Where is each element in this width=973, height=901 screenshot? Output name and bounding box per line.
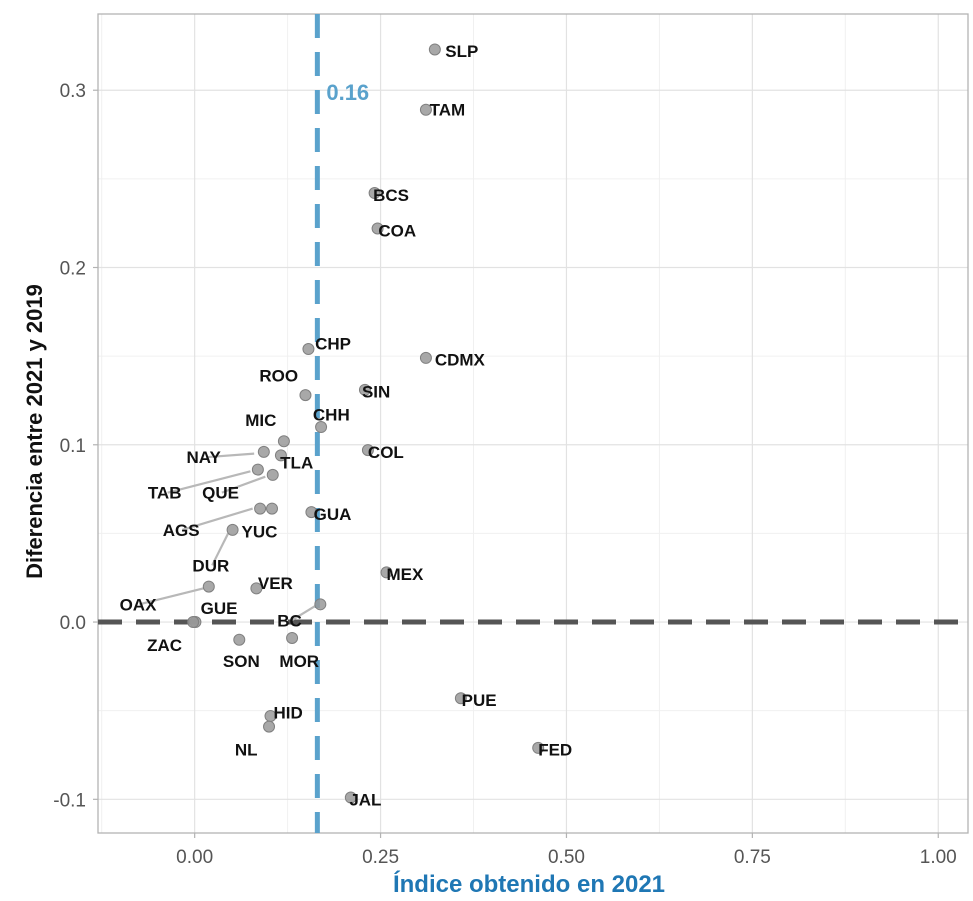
point-label-chh: CHH xyxy=(313,406,350,425)
x-tick-label: 0.50 xyxy=(548,847,585,868)
data-point-bcs xyxy=(368,187,381,200)
point-label-nl: NL xyxy=(235,741,258,760)
point-label-col: COL xyxy=(368,443,404,462)
y-tick-label: -0.1 xyxy=(53,790,86,811)
data-point-chp xyxy=(302,343,315,356)
panel-border xyxy=(97,13,969,834)
leader-lines xyxy=(139,452,316,622)
point-label-mex: MEX xyxy=(387,565,425,584)
point-label-pue: PUE xyxy=(462,691,497,710)
point-label-tam: TAM xyxy=(430,101,466,120)
data-point-nay xyxy=(257,445,270,458)
data-point-chh xyxy=(315,421,328,434)
x-axis-title: Índice obtenido en 2021 xyxy=(393,870,665,898)
point-label-tab: TAB xyxy=(148,484,182,503)
point-label-oax: OAX xyxy=(120,595,158,614)
point-label-cdmx: CDMX xyxy=(435,351,486,370)
data-point-pue xyxy=(454,692,467,705)
point-label-ags: AGS xyxy=(163,521,200,540)
data-point-son xyxy=(233,633,246,646)
y-tick-label: 0.0 xyxy=(60,613,86,634)
point-label-zac: ZAC xyxy=(147,636,182,655)
data-point-roo xyxy=(299,389,312,402)
point-label-que: QUE xyxy=(202,484,239,503)
data-point-tab xyxy=(251,463,264,476)
data-points xyxy=(187,43,545,804)
data-point-nl xyxy=(263,720,276,733)
data-point-dur xyxy=(226,523,239,536)
point-label-slp: SLP xyxy=(445,42,478,61)
data-point-col xyxy=(361,444,374,457)
data-point-cdmx xyxy=(419,351,432,364)
point-label-chp: CHP xyxy=(315,335,351,354)
leader-line-tab xyxy=(167,470,251,494)
x-tick-label: 0.00 xyxy=(176,847,213,868)
point-label-tla: TLA xyxy=(280,454,313,473)
x-tick-label: 0.25 xyxy=(362,847,399,868)
point-labels: SLP TAM BCS COA CDMX CHP SIN ROO CHH MIC COL NAY TLA… xyxy=(120,42,573,809)
point-label-mic: MIC xyxy=(245,411,276,430)
point-label-bcs: BCS xyxy=(373,186,409,205)
x-tick-label: 0.75 xyxy=(734,847,771,868)
data-point-bc xyxy=(314,598,327,611)
point-label-son: SON xyxy=(223,652,260,671)
point-label-hid: HID xyxy=(273,703,302,722)
point-label-gua: GUA xyxy=(314,505,352,524)
point-label-dur: DUR xyxy=(192,556,229,575)
data-point-fed xyxy=(532,741,545,754)
data-point-yuc xyxy=(266,502,278,515)
y-axis-title: Diferencia entre 2021 y 2019 xyxy=(22,284,47,579)
y-tick-label: 0.3 xyxy=(60,81,86,102)
reference-lines xyxy=(98,14,968,833)
data-point-gua xyxy=(305,506,318,519)
data-point-mor xyxy=(286,632,299,644)
y-axis-ticks: -0.1 0.0 0.1 0.2 0.3 xyxy=(53,81,98,811)
grid xyxy=(98,14,968,833)
x-axis-ticks: 0.00 0.25 0.50 0.75 1.00 xyxy=(176,833,957,868)
data-point-mex xyxy=(380,566,393,579)
data-point-zac xyxy=(187,616,200,629)
data-point-tla xyxy=(274,449,287,462)
data-point-ver xyxy=(250,582,263,595)
y-tick-label: 0.1 xyxy=(60,436,86,457)
data-point-slp xyxy=(428,43,441,56)
point-label-gue: GUE xyxy=(201,599,238,618)
x-tick-label: 1.00 xyxy=(920,847,957,868)
point-label-nay: NAY xyxy=(186,448,221,467)
data-point-sin xyxy=(358,383,371,396)
data-point-ags xyxy=(254,502,267,515)
point-label-mor: MOR xyxy=(279,652,319,671)
point-label-yuc: YUC xyxy=(242,523,278,542)
data-point-tam xyxy=(419,103,432,116)
data-point-jal xyxy=(344,791,357,804)
point-label-coa: COA xyxy=(378,221,416,240)
data-point-coa xyxy=(371,222,384,235)
leader-line-ags xyxy=(182,507,253,531)
point-label-fed: FED xyxy=(538,741,572,760)
y-tick-label: 0.2 xyxy=(60,259,86,280)
point-label-bc: BC xyxy=(277,611,302,630)
leader-line-bc xyxy=(291,605,316,622)
point-label-roo: ROO xyxy=(259,367,298,386)
point-label-ver: VER xyxy=(258,574,293,593)
data-point-oax xyxy=(202,580,215,593)
leader-line-oax xyxy=(139,587,204,606)
point-label-jal: JAL xyxy=(349,790,381,809)
leader-line-dur xyxy=(211,532,230,566)
leader-line-nay xyxy=(206,452,255,459)
vertical-line-label: 0.16 xyxy=(326,80,369,105)
leader-line-que xyxy=(221,475,266,494)
point-label-sin: SIN xyxy=(362,383,390,402)
data-point-que xyxy=(266,468,279,481)
data-point-mic xyxy=(277,435,290,448)
